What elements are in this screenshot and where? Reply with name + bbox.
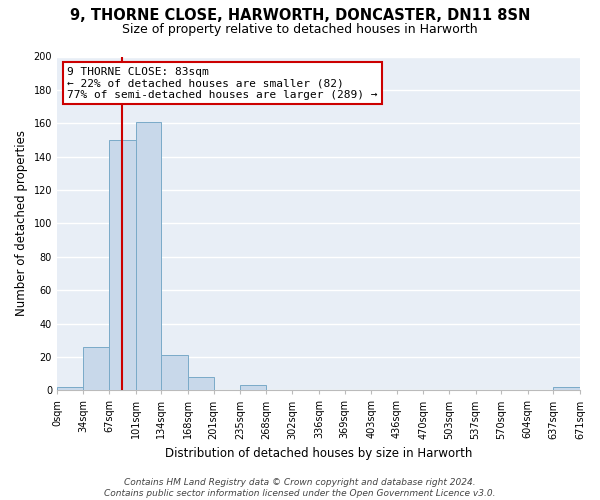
Text: Contains HM Land Registry data © Crown copyright and database right 2024.
Contai: Contains HM Land Registry data © Crown c… [104,478,496,498]
Bar [188,377,214,390]
Bar [553,387,580,390]
Y-axis label: Number of detached properties: Number of detached properties [15,130,28,316]
Bar [57,387,83,390]
Text: Size of property relative to detached houses in Harworth: Size of property relative to detached ho… [122,22,478,36]
Text: 9 THORNE CLOSE: 83sqm
← 22% of detached houses are smaller (82)
77% of semi-deta: 9 THORNE CLOSE: 83sqm ← 22% of detached … [67,66,378,100]
Bar [109,140,136,390]
Bar [83,347,109,391]
Bar [161,355,188,390]
Bar [136,122,161,390]
X-axis label: Distribution of detached houses by size in Harworth: Distribution of detached houses by size … [165,447,472,460]
Text: 9, THORNE CLOSE, HARWORTH, DONCASTER, DN11 8SN: 9, THORNE CLOSE, HARWORTH, DONCASTER, DN… [70,8,530,22]
Bar [240,386,266,390]
